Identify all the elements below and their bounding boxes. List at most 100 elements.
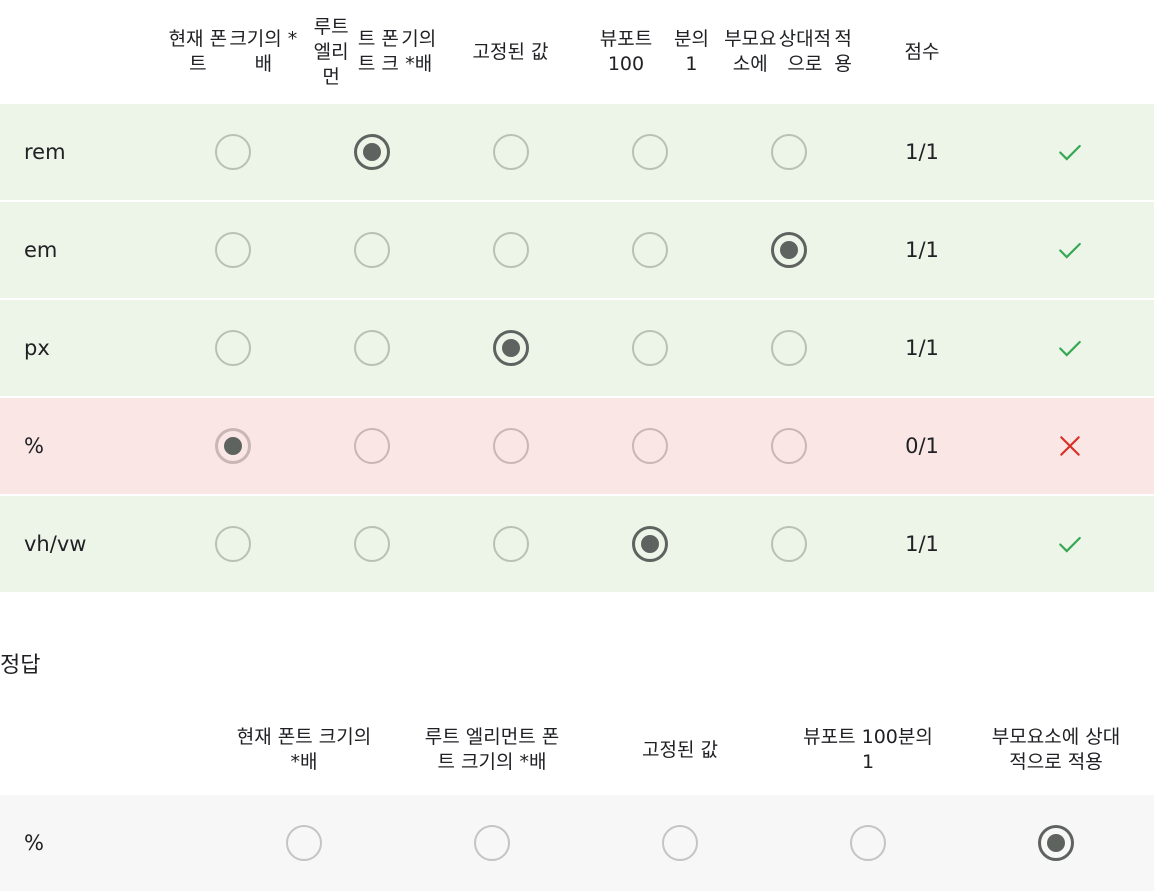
radio-button[interactable] (770, 428, 807, 464)
grid-option-cell (719, 428, 858, 464)
check-icon (1057, 237, 1083, 263)
radio-button[interactable] (631, 134, 668, 170)
radio-button-selected[interactable] (492, 330, 529, 366)
grid-option-cell (580, 232, 719, 268)
grid-option-cell (719, 526, 858, 562)
radio-button[interactable] (353, 526, 390, 562)
radio-button[interactable] (214, 134, 251, 170)
answer-option-cell (586, 825, 774, 861)
score-value: 1/1 (905, 336, 939, 360)
answer-rows: % (0, 795, 1154, 891)
grid-option-cell (302, 330, 441, 366)
radio-button[interactable] (353, 428, 390, 464)
grid-option-cell (580, 330, 719, 366)
radio-button[interactable] (631, 330, 668, 366)
grid-row-label-cell: px (0, 336, 163, 360)
radio-button[interactable] (770, 330, 807, 366)
radio-button[interactable] (492, 526, 529, 562)
grid-header-option-4: 뷰포트 100 분의 1 (599, 28, 709, 75)
radio-button[interactable] (214, 232, 251, 268)
result-cell (986, 335, 1154, 361)
grid-option-cell (580, 134, 719, 170)
radio-button[interactable] (492, 134, 529, 170)
answer-option-cell (774, 825, 962, 861)
score-cell: 0/1 (858, 434, 986, 458)
grid-row-label-cell: rem (0, 140, 163, 164)
grid-option-cell (580, 428, 719, 464)
grid-option-cell (719, 232, 858, 268)
graded-choice-grid: 현재 폰트 크기의 *배 루트 엘리먼 트 폰트 크 기의 *배 고정된 값 뷰… (0, 15, 1154, 592)
radio-button[interactable] (474, 825, 510, 861)
answer-row-label-cell: % (0, 831, 210, 855)
grid-option-cell (441, 330, 580, 366)
grid-header-option-1: 현재 폰트 크기의 *배 (168, 28, 298, 75)
grid-option-cell (719, 134, 858, 170)
answer-grid: 현재 폰트 크기의 *배 루트 엘리먼트 폰 트 크기의 *배 고정된 값 뷰포… (0, 705, 1154, 891)
grid-row-label-cell: em (0, 238, 163, 262)
grid-option-cell (441, 232, 580, 268)
score-value: 1/1 (905, 532, 939, 556)
score-cell: 1/1 (858, 140, 986, 164)
radio-button[interactable] (214, 330, 251, 366)
radio-button-selected[interactable] (214, 428, 251, 464)
radio-button[interactable] (631, 428, 668, 464)
radio-button[interactable] (214, 526, 251, 562)
answer-option-cell (210, 825, 398, 861)
answer-header-row: 현재 폰트 크기의 *배 루트 엘리먼트 폰 트 크기의 *배 고정된 값 뷰포… (0, 705, 1154, 795)
answer-row: % (0, 795, 1154, 891)
grid-header-option-5: 부모요소에 상대적으로 적용 (724, 28, 852, 75)
radio-button[interactable] (353, 330, 390, 366)
radio-button-selected[interactable] (353, 134, 390, 170)
radio-button[interactable] (770, 134, 807, 170)
check-icon (1057, 139, 1083, 165)
result-cell (986, 531, 1154, 557)
result-cell (986, 433, 1154, 459)
radio-button-selected[interactable] (631, 526, 668, 562)
answer-option-cell (962, 825, 1150, 861)
radio-button[interactable] (286, 825, 322, 861)
grid-option-cell (302, 134, 441, 170)
radio-button[interactable] (353, 232, 390, 268)
answer-title: 정답 (0, 653, 41, 678)
grid-option-cell (302, 232, 441, 268)
score-value: 0/1 (905, 434, 939, 458)
row-label: % (24, 434, 44, 458)
grid-option-cell (441, 526, 580, 562)
grid-rows: rem 1/1 em 1/1 px 1/1% 0/1 vh/vw 1/1 (0, 104, 1154, 592)
score-cell: 1/1 (858, 532, 986, 556)
answer-header-option-2: 루트 엘리먼트 폰 트 크기의 *배 (424, 726, 560, 773)
grid-row-label-cell: vh/vw (0, 532, 163, 556)
grid-row: vh/vw 1/1 (0, 496, 1154, 592)
score-value: 1/1 (905, 140, 939, 164)
grid-option-cell (441, 134, 580, 170)
grid-option-cell (302, 428, 441, 464)
grid-row: em 1/1 (0, 202, 1154, 298)
grid-row-label-cell: % (0, 434, 163, 458)
score-cell: 1/1 (858, 336, 986, 360)
radio-button[interactable] (662, 825, 698, 861)
answer-header-option-3: 고정된 값 (642, 738, 718, 761)
radio-button[interactable] (770, 526, 807, 562)
score-value: 1/1 (905, 238, 939, 262)
grid-row: rem 1/1 (0, 104, 1154, 200)
radio-button[interactable] (631, 232, 668, 268)
radio-button[interactable] (492, 232, 529, 268)
grid-header-option-2: 루트 엘리먼 트 폰트 크 기의 *배 (313, 15, 437, 88)
grid-option-cell (163, 330, 302, 366)
radio-button[interactable] (492, 428, 529, 464)
row-label: px (24, 336, 50, 360)
close-icon (1057, 433, 1083, 459)
grid-option-cell (302, 526, 441, 562)
answer-header-option-1: 현재 폰트 크기의 *배 (236, 726, 372, 773)
grid-row: % 0/1 (0, 398, 1154, 494)
result-cell (986, 139, 1154, 165)
grid-option-cell (163, 428, 302, 464)
radio-button-selected[interactable] (1038, 825, 1074, 861)
check-icon (1057, 335, 1083, 361)
radio-button-selected[interactable] (770, 232, 807, 268)
score-cell: 1/1 (858, 238, 986, 262)
grid-option-cell (580, 526, 719, 562)
grid-header-score: 점수 (904, 40, 940, 63)
grid-option-cell (441, 428, 580, 464)
radio-button[interactable] (850, 825, 886, 861)
